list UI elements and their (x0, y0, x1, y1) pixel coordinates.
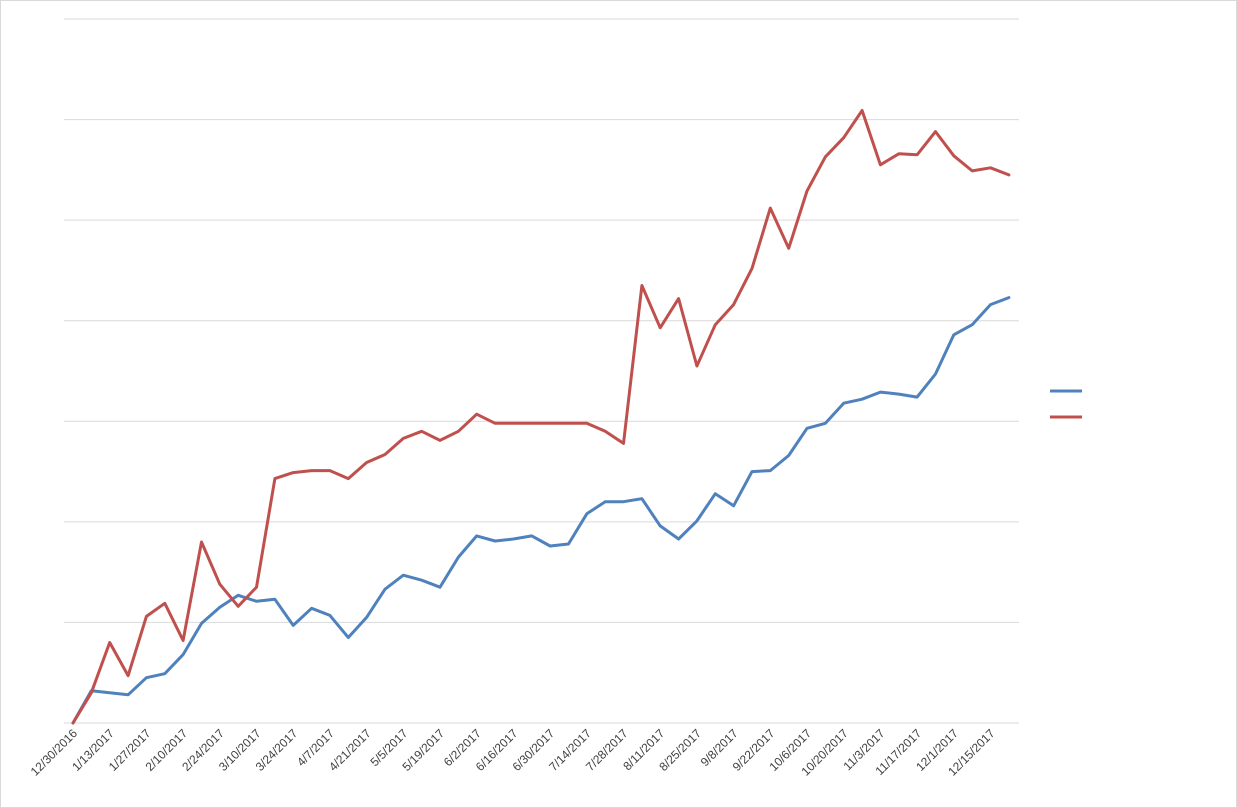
series-line-2 (71, 109, 1011, 725)
series-lines (71, 109, 1011, 725)
x-tick-label: 12/30/2016 (28, 726, 81, 779)
legend (1050, 389, 1082, 419)
x-axis-tick-labels: 12/30/20161/13/20171/27/20172/10/20172/2… (28, 726, 998, 779)
series-line-1 (71, 296, 1011, 725)
gridlines (64, 18, 1019, 724)
